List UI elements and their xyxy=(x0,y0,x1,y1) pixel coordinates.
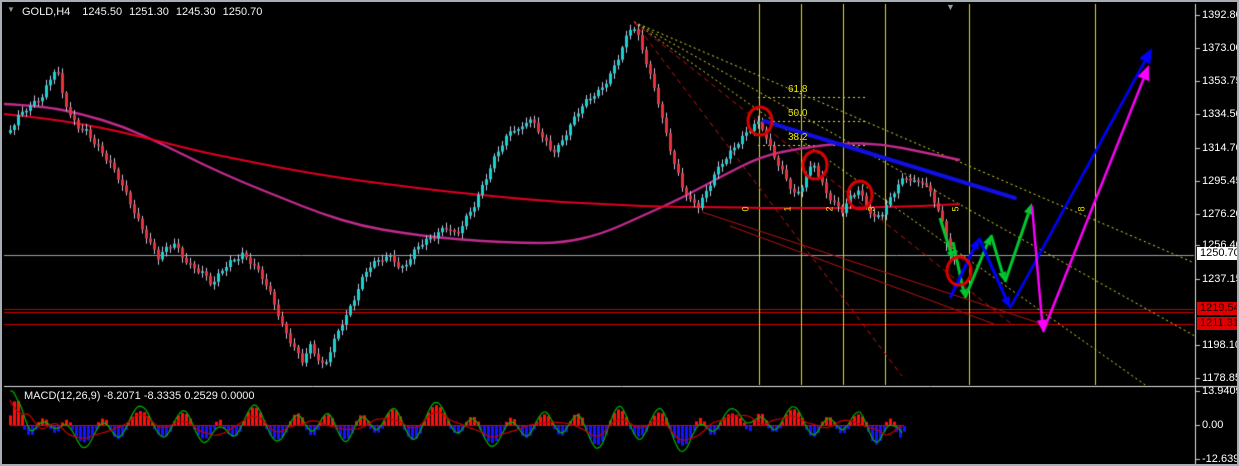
price-tick-label: 1178.85 xyxy=(1202,372,1239,384)
price-tick-label: 1392.80 xyxy=(1202,9,1239,21)
close-value: 1250.70 xyxy=(222,6,263,18)
current-price-box: 1250.70 xyxy=(1197,247,1237,260)
indicator-label: MACD(12,26,9) -8.2071 -8.3335 0.2529 0.0… xyxy=(24,390,255,402)
price-tick-label: 1314.70 xyxy=(1202,142,1239,154)
line-price-box-1219: 1219.54 xyxy=(1197,302,1237,315)
fib-level-label-38-2: 38.2 xyxy=(788,132,808,143)
symbol-dropdown-icon[interactable]: ▼ xyxy=(7,5,15,14)
time-zone-label: 2 xyxy=(824,206,835,212)
macd-tick-label: 0.00 xyxy=(1202,419,1224,431)
low-value: 1245.30 xyxy=(175,6,216,18)
fib-level-label-50-0: 50.0 xyxy=(788,108,808,119)
time-zone-label: 0 xyxy=(740,206,751,212)
line-price-box-1211: 1211.31 xyxy=(1197,317,1237,330)
autoscroll-marker-icon: ▼ xyxy=(946,2,955,12)
symbol-ohlc-header: GOLD,H4 1245.50 1251.30 1245.30 1250.70 xyxy=(22,6,269,18)
fib-level-label-61-8: 61.8 xyxy=(788,84,808,95)
price-tick-label: 1237.15 xyxy=(1202,273,1239,285)
open-value: 1245.50 xyxy=(82,6,123,18)
price-tick-label: 1276.20 xyxy=(1202,208,1239,220)
price-tick-label: 1334.50 xyxy=(1202,108,1239,120)
time-zone-label: 5 xyxy=(950,206,961,212)
price-tick-label: 1198.10 xyxy=(1202,339,1239,351)
time-zone-label: 8 xyxy=(1076,206,1087,212)
price-tick-label: 1373.00 xyxy=(1202,42,1239,54)
macd-tick-label: 13.9409 xyxy=(1202,385,1239,397)
high-value: 1251.30 xyxy=(129,6,169,18)
time-zone-label: 1 xyxy=(782,206,793,212)
price-tick-label: 1353.75 xyxy=(1202,75,1239,87)
symbol-label: GOLD,H4 xyxy=(22,6,71,18)
time-zone-label: 3 xyxy=(866,206,877,212)
price-tick-label: 1295.45 xyxy=(1202,175,1239,187)
